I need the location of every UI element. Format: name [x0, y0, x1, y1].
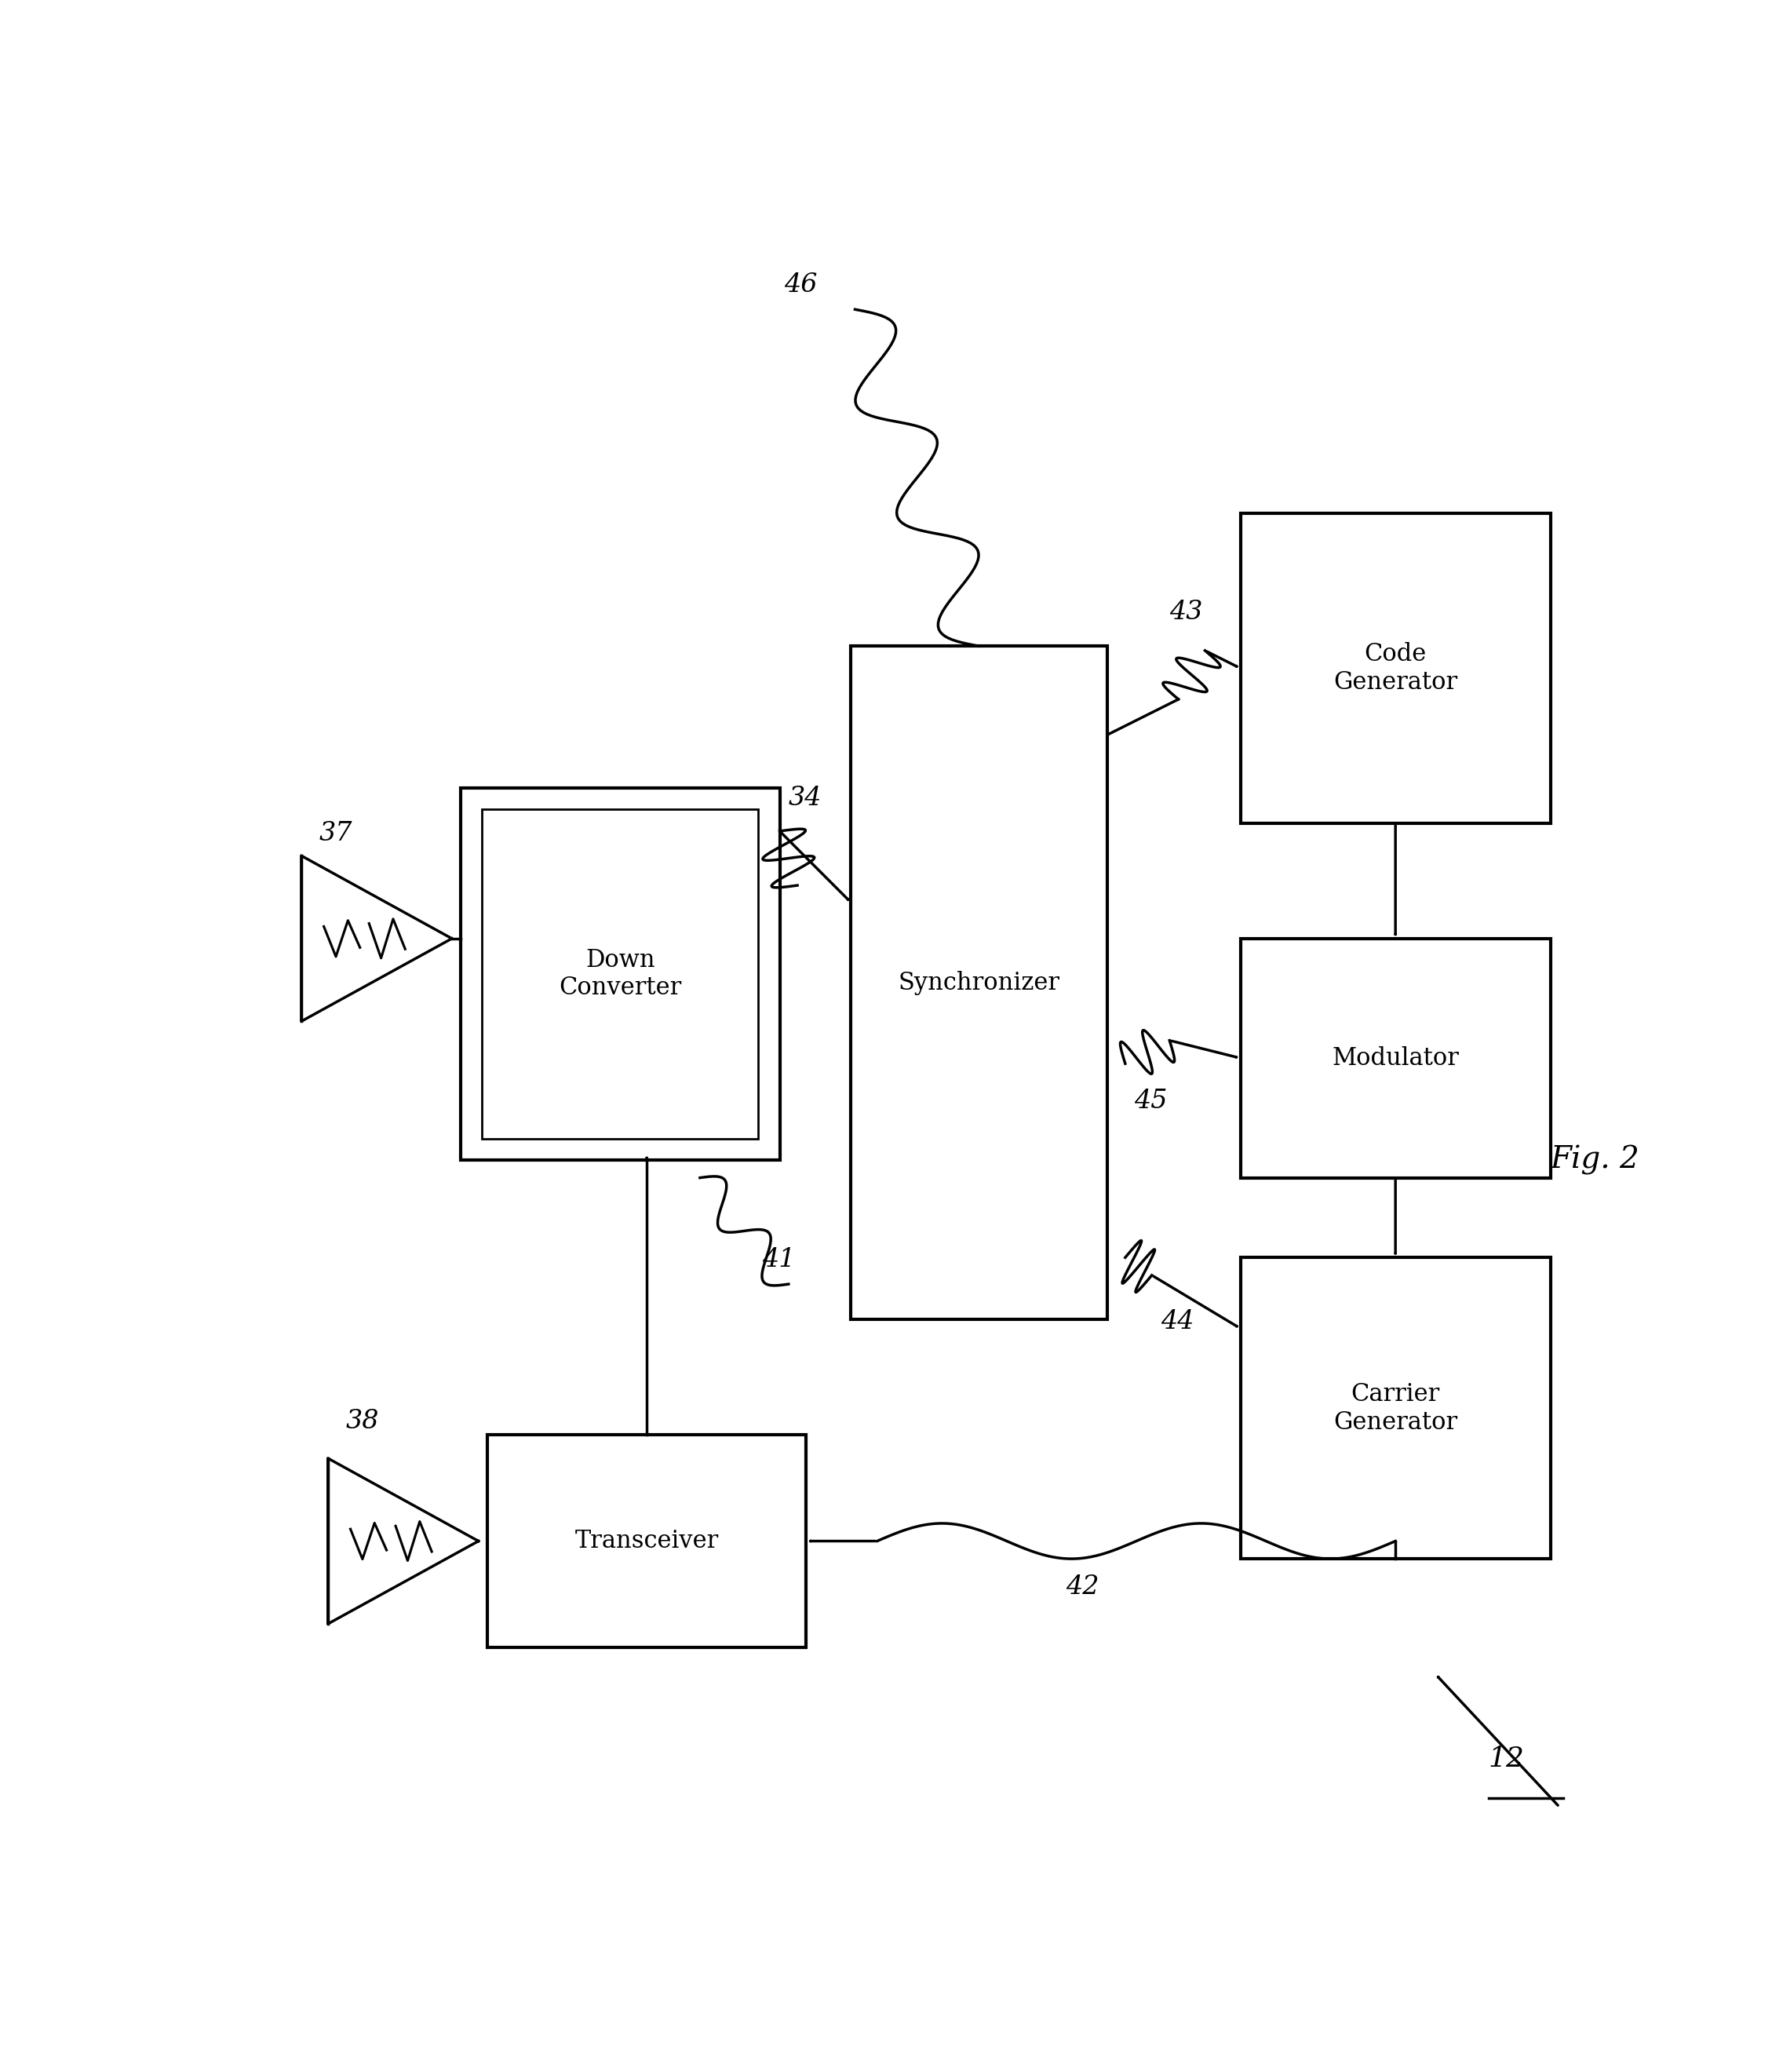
Text: Transceiver: Transceiver — [574, 1529, 719, 1554]
Bar — [482, 810, 758, 1140]
Bar — [461, 787, 780, 1160]
Text: 38: 38 — [346, 1409, 379, 1434]
Text: Fig. 2: Fig. 2 — [1550, 1146, 1639, 1175]
Bar — [1240, 514, 1550, 823]
Text: Carrier
Generator: Carrier Generator — [1333, 1382, 1458, 1434]
Text: 37: 37 — [319, 821, 353, 845]
Text: Code
Generator: Code Generator — [1333, 642, 1458, 694]
Text: Synchronizer: Synchronizer — [898, 970, 1060, 995]
Text: 46: 46 — [783, 271, 817, 296]
Bar — [1240, 1258, 1550, 1558]
Bar — [851, 646, 1108, 1320]
Text: 43: 43 — [1170, 601, 1203, 626]
Text: Modulator: Modulator — [1333, 1046, 1458, 1071]
Bar — [1240, 939, 1550, 1177]
Text: Down
Converter: Down Converter — [558, 947, 682, 1001]
Text: 44: 44 — [1161, 1310, 1194, 1334]
Text: 12: 12 — [1488, 1747, 1524, 1772]
Text: 42: 42 — [1065, 1575, 1099, 1600]
Text: 45: 45 — [1134, 1088, 1168, 1113]
Text: 34: 34 — [789, 785, 822, 810]
Bar — [487, 1434, 806, 1647]
Text: 41: 41 — [762, 1247, 796, 1272]
